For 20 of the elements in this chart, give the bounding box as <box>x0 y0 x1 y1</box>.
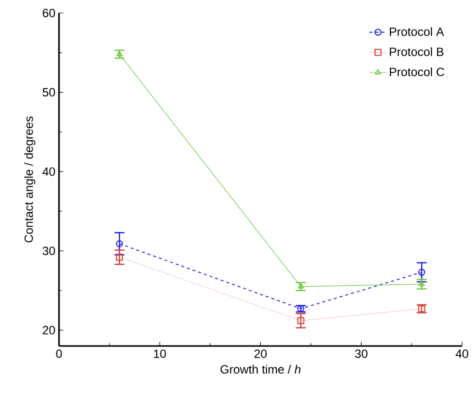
point <box>297 305 304 312</box>
x-tick-label: 40 <box>456 350 468 358</box>
legend-label: Protocol B <box>390 47 444 56</box>
legend-label: Protocol A <box>390 27 444 36</box>
x-tick-label: 10 <box>154 350 166 358</box>
point <box>297 317 304 324</box>
y-tick-label: 30 <box>42 246 56 256</box>
x-axis-title: Growth time / h <box>220 364 300 374</box>
x-tick-label: 30 <box>355 350 368 358</box>
y-tick-label: 20 <box>42 326 56 334</box>
point <box>116 254 123 261</box>
y-tick-label: 60 <box>42 8 56 18</box>
y-tick-label: 50 <box>42 88 56 97</box>
point <box>298 283 304 289</box>
point <box>418 305 426 312</box>
y-tick-label: 40 <box>42 167 56 176</box>
legend-label: Protocol C <box>390 67 444 76</box>
x-tick-label: 20 <box>254 350 267 358</box>
y-axis-title: Contact angle / degrees <box>24 116 36 242</box>
x-tick-label: 0 <box>56 350 62 358</box>
